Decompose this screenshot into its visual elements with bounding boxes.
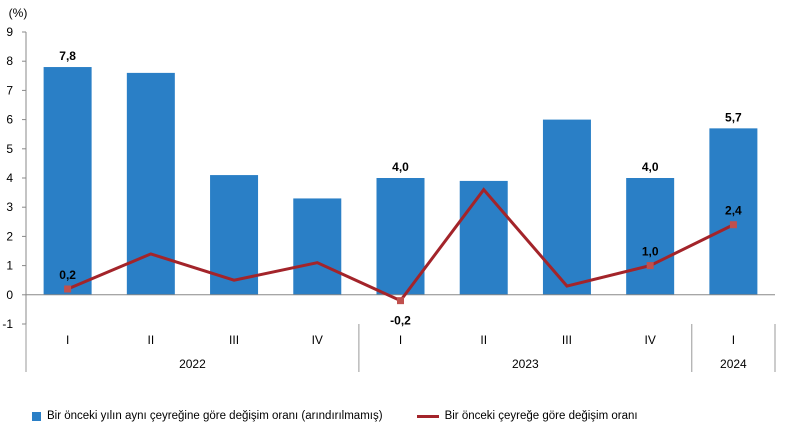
y-axis-label: (%) — [9, 6, 28, 20]
x-group-label: 2022 — [179, 357, 206, 371]
x-tick-label: I — [732, 333, 735, 347]
x-tick-label: III — [229, 333, 239, 347]
legend-label-bar: Bir önceki yılın aynı çeyreğine göre değ… — [47, 410, 383, 422]
bar-data-label: 4,0 — [392, 160, 409, 174]
x-tick-label: I — [399, 333, 402, 347]
y-tick-label: 2 — [6, 229, 13, 243]
bar-data-label: 4,0 — [642, 160, 659, 174]
y-tick-label: 9 — [6, 25, 13, 39]
line-data-label: 1,0 — [642, 245, 659, 259]
bar — [709, 128, 758, 295]
legend-swatch-bar — [32, 411, 41, 421]
y-tick-label: 8 — [6, 54, 13, 68]
x-tick-label: IV — [644, 333, 655, 347]
legend-item-bar: Bir önceki yılın aynı çeyreğine göre değ… — [32, 410, 383, 422]
y-tick-label: 6 — [6, 113, 13, 127]
x-tick-label: I — [66, 333, 69, 347]
bar-data-label: 7,8 — [59, 49, 76, 63]
legend: Bir önceki yılın aynı çeyreğine göre değ… — [32, 410, 638, 422]
line-point — [729, 221, 737, 229]
x-group-label: 2024 — [720, 357, 747, 371]
chart: (%) -1 0 1 2 3 4 5 6 7 8 9 7,8 4,0 4,0 5,7 0,2 -0,2 1,0 2,4… — [2, 6, 776, 372]
x-tick-label: IV — [312, 333, 323, 347]
legend-item-line: Bir önceki çeyreğe göre değişim oranı — [416, 410, 638, 422]
x-tick-label: II — [480, 333, 487, 347]
bar — [376, 178, 425, 295]
x-tick-label: III — [562, 333, 572, 347]
y-tick-label: -1 — [2, 317, 13, 331]
y-tick-label: 7 — [6, 83, 13, 97]
line-point — [64, 285, 72, 293]
bar — [626, 178, 675, 295]
line-data-label: -0,2 — [390, 314, 411, 328]
legend-swatch-line — [416, 414, 439, 418]
bar — [43, 67, 92, 295]
y-tick-label: 1 — [6, 259, 13, 273]
bar-data-label: 5,7 — [725, 110, 742, 124]
line-point — [397, 297, 404, 305]
x-tick-label: II — [147, 333, 154, 347]
bar — [293, 198, 342, 295]
y-tick-label: 3 — [6, 200, 13, 214]
line-point — [646, 262, 654, 270]
bar — [459, 180, 508, 295]
y-tick-label: 5 — [6, 142, 13, 156]
x-group-label: 2023 — [512, 357, 539, 371]
line-data-label: 0,2 — [59, 268, 76, 282]
line-data-label: 2,4 — [725, 204, 742, 218]
y-tick-label: 0 — [6, 288, 13, 302]
y-tick-label: 4 — [6, 171, 13, 185]
legend-label-line: Bir önceki çeyreğe göre değişim oranı — [444, 410, 638, 422]
